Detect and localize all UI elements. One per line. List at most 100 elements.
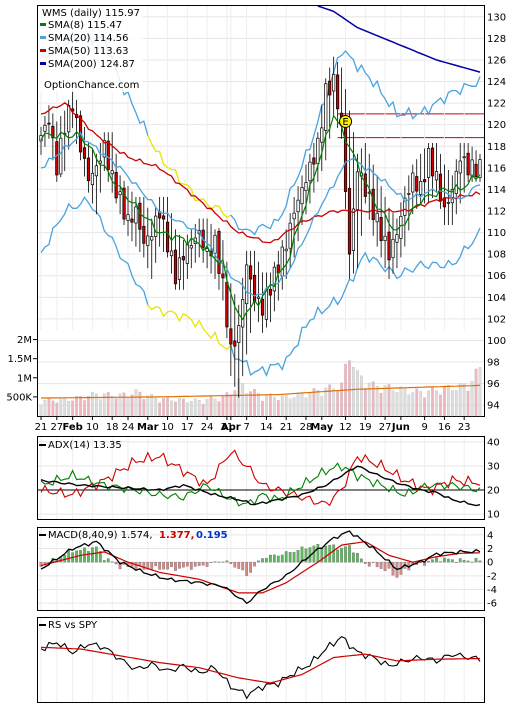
macd-histogram-bar <box>154 562 158 566</box>
volume-bar <box>197 399 201 417</box>
price-tick-label: 96 <box>487 379 500 390</box>
volume-bar <box>91 391 94 417</box>
x-tick-label: 10 <box>161 422 174 433</box>
legend-bg <box>38 6 143 92</box>
x-tick-label: 24 <box>122 422 135 433</box>
macd-histogram-bar <box>201 562 205 566</box>
volume-bar <box>427 390 430 417</box>
macd-histogram-bar <box>87 551 90 563</box>
volume-bar <box>87 395 90 417</box>
macd-histogram-bar <box>134 562 138 570</box>
candle-body <box>130 218 134 223</box>
volume-bar <box>185 402 189 417</box>
macd-histogram-bar <box>221 561 225 563</box>
macd-histogram-bar <box>146 562 150 570</box>
x-tick-label: 27 <box>379 422 392 433</box>
volume-bar <box>391 390 395 417</box>
macd-histogram-bar <box>470 561 474 563</box>
candle-body <box>430 147 435 177</box>
adx-tick-label: 40 <box>487 437 500 448</box>
bb-lower-line <box>40 196 149 305</box>
volume-bar <box>189 401 193 417</box>
volume-bar <box>336 390 339 417</box>
volume-bar <box>435 390 438 417</box>
macd-histogram-bar <box>383 562 387 572</box>
volume-bar <box>209 396 213 417</box>
candle-body <box>343 122 348 192</box>
candle-body <box>391 238 395 259</box>
volume-bar <box>474 368 478 417</box>
macd-histogram-bar <box>367 562 371 567</box>
macd-histogram-bar <box>363 562 367 564</box>
volume-bar <box>446 385 450 417</box>
candle-body <box>67 104 71 133</box>
macd-histogram-bar <box>340 547 343 563</box>
macd-histogram-bar <box>229 562 233 564</box>
macd-histogram-bar <box>272 554 276 563</box>
bb-lower-line-squeeze <box>147 304 232 351</box>
candle-body <box>252 274 257 302</box>
price-tick-label: 108 <box>487 250 506 261</box>
macd-histogram-bar <box>359 558 363 563</box>
volume-bar <box>158 402 162 417</box>
macd-histogram-bar <box>443 557 446 563</box>
volume-bar <box>272 397 276 417</box>
volume-bar <box>423 397 427 417</box>
volume-bar <box>439 394 442 417</box>
volume-bar <box>308 392 312 417</box>
volume-bar <box>280 395 284 417</box>
volume-bar <box>265 395 268 417</box>
candle-body <box>324 83 328 131</box>
macd-histogram-bar <box>67 550 71 563</box>
volume-bar <box>269 393 272 417</box>
price-tick-label: 126 <box>487 55 506 66</box>
legend-sma20: SMA(20) 114.56 <box>48 33 129 44</box>
volume-bar <box>419 391 423 417</box>
candle-body <box>217 230 221 274</box>
price-tick-label: 100 <box>487 336 506 347</box>
macd-histogram-bar <box>439 561 442 563</box>
volume-bar <box>316 390 320 417</box>
macd-histogram-bar <box>170 562 173 568</box>
candle-body <box>165 221 170 253</box>
macd-value-2: 0.195 <box>196 530 228 541</box>
volume-bar <box>300 392 304 417</box>
x-tick-label: 21 <box>280 422 293 433</box>
adx-tick-label: 10 <box>487 510 500 521</box>
macd-histogram-bar <box>158 562 162 570</box>
volume-bar <box>213 398 217 417</box>
candle-body <box>296 199 300 213</box>
volume-bar <box>470 380 474 417</box>
candle-body <box>419 181 423 195</box>
volume-bar <box>253 389 256 417</box>
price-tick-label: 118 <box>487 142 506 153</box>
candle-body <box>51 125 55 139</box>
x-tick-label: Mar <box>137 422 159 433</box>
legend-sma8: SMA(8) 115.47 <box>48 20 122 31</box>
volume-bar <box>379 392 383 417</box>
candle-body <box>371 188 375 220</box>
volume-bar <box>340 382 343 417</box>
macd-histogram-bar <box>205 562 209 567</box>
adx-line <box>40 465 481 507</box>
macd-histogram-bar <box>249 562 252 573</box>
candle-body <box>450 189 454 204</box>
adx-tick-label: 30 <box>487 461 500 472</box>
macd-histogram-bar <box>162 562 165 570</box>
volume-bar <box>241 382 245 417</box>
volume-bar <box>39 404 43 417</box>
earnings-marker <box>339 114 353 128</box>
macd-histogram-bar <box>316 543 320 563</box>
x-tick-label: 10 <box>86 422 99 433</box>
volume-bar <box>217 401 221 417</box>
volume-bar <box>71 400 75 417</box>
x-tick-label: 7 <box>243 422 249 433</box>
x-tick-label: 16 <box>438 422 451 433</box>
x-tick-label: May <box>310 422 333 433</box>
macd-signal-line <box>40 541 481 594</box>
macd-tick-label: 4 <box>487 530 493 541</box>
volume-bar <box>276 400 280 417</box>
volume-bar <box>43 399 47 417</box>
axis-labels: 9496981001021041061081101121141161181201… <box>6 12 506 609</box>
candle-body <box>446 201 450 204</box>
